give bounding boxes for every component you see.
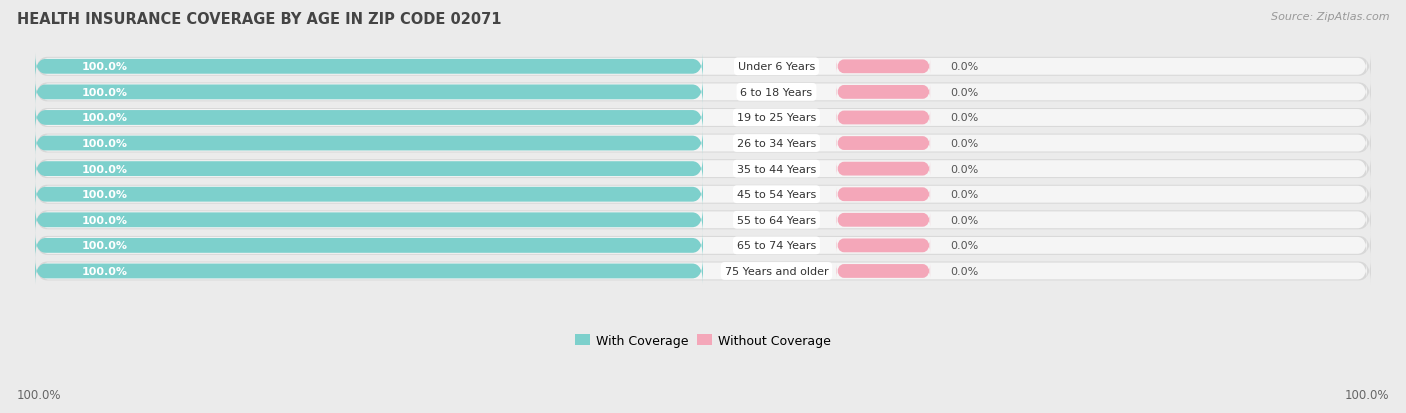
FancyBboxPatch shape bbox=[39, 134, 1367, 153]
Text: 100.0%: 100.0% bbox=[82, 88, 128, 97]
Text: Source: ZipAtlas.com: Source: ZipAtlas.com bbox=[1271, 12, 1389, 22]
FancyBboxPatch shape bbox=[35, 130, 1371, 157]
FancyBboxPatch shape bbox=[39, 185, 1367, 204]
FancyBboxPatch shape bbox=[35, 233, 703, 259]
Text: 35 to 44 Years: 35 to 44 Years bbox=[737, 164, 815, 174]
FancyBboxPatch shape bbox=[39, 262, 1367, 281]
FancyBboxPatch shape bbox=[35, 131, 703, 157]
Text: 19 to 25 Years: 19 to 25 Years bbox=[737, 113, 815, 123]
Text: 0.0%: 0.0% bbox=[950, 88, 979, 97]
Text: 0.0%: 0.0% bbox=[950, 164, 979, 174]
Text: 26 to 34 Years: 26 to 34 Years bbox=[737, 139, 815, 149]
FancyBboxPatch shape bbox=[837, 60, 931, 74]
Text: 0.0%: 0.0% bbox=[950, 215, 979, 225]
FancyBboxPatch shape bbox=[35, 207, 703, 233]
Text: 0.0%: 0.0% bbox=[950, 190, 979, 200]
Text: 0.0%: 0.0% bbox=[950, 139, 979, 149]
FancyBboxPatch shape bbox=[837, 239, 931, 253]
Text: 0.0%: 0.0% bbox=[950, 241, 979, 251]
Text: 100.0%: 100.0% bbox=[1344, 388, 1389, 401]
FancyBboxPatch shape bbox=[35, 80, 703, 106]
FancyBboxPatch shape bbox=[837, 137, 931, 151]
FancyBboxPatch shape bbox=[837, 162, 931, 176]
FancyBboxPatch shape bbox=[35, 232, 1371, 259]
FancyBboxPatch shape bbox=[35, 156, 1371, 183]
FancyBboxPatch shape bbox=[39, 109, 1367, 128]
FancyBboxPatch shape bbox=[35, 105, 703, 131]
Text: 55 to 64 Years: 55 to 64 Years bbox=[737, 215, 815, 225]
FancyBboxPatch shape bbox=[35, 258, 703, 284]
FancyBboxPatch shape bbox=[837, 111, 931, 125]
Text: 0.0%: 0.0% bbox=[950, 62, 979, 72]
Text: 100.0%: 100.0% bbox=[17, 388, 62, 401]
FancyBboxPatch shape bbox=[35, 156, 703, 182]
FancyBboxPatch shape bbox=[35, 54, 1371, 81]
Text: 100.0%: 100.0% bbox=[82, 266, 128, 276]
FancyBboxPatch shape bbox=[35, 181, 1371, 208]
Text: 100.0%: 100.0% bbox=[82, 164, 128, 174]
Text: HEALTH INSURANCE COVERAGE BY AGE IN ZIP CODE 02071: HEALTH INSURANCE COVERAGE BY AGE IN ZIP … bbox=[17, 12, 502, 27]
FancyBboxPatch shape bbox=[837, 188, 931, 202]
Text: 100.0%: 100.0% bbox=[82, 215, 128, 225]
Text: 45 to 54 Years: 45 to 54 Years bbox=[737, 190, 815, 200]
Text: 100.0%: 100.0% bbox=[82, 113, 128, 123]
FancyBboxPatch shape bbox=[837, 264, 931, 278]
Text: 100.0%: 100.0% bbox=[82, 241, 128, 251]
Text: 0.0%: 0.0% bbox=[950, 266, 979, 276]
Text: 6 to 18 Years: 6 to 18 Years bbox=[741, 88, 813, 97]
FancyBboxPatch shape bbox=[39, 160, 1367, 179]
Text: 100.0%: 100.0% bbox=[82, 62, 128, 72]
Legend: With Coverage, Without Coverage: With Coverage, Without Coverage bbox=[569, 329, 837, 352]
Text: 100.0%: 100.0% bbox=[82, 190, 128, 200]
FancyBboxPatch shape bbox=[39, 58, 1367, 76]
FancyBboxPatch shape bbox=[35, 182, 703, 208]
Text: 0.0%: 0.0% bbox=[950, 113, 979, 123]
Text: 65 to 74 Years: 65 to 74 Years bbox=[737, 241, 815, 251]
Text: 75 Years and older: 75 Years and older bbox=[724, 266, 828, 276]
Text: 100.0%: 100.0% bbox=[82, 139, 128, 149]
FancyBboxPatch shape bbox=[39, 83, 1367, 102]
FancyBboxPatch shape bbox=[39, 211, 1367, 230]
FancyBboxPatch shape bbox=[837, 85, 931, 100]
FancyBboxPatch shape bbox=[35, 54, 703, 80]
FancyBboxPatch shape bbox=[35, 79, 1371, 106]
FancyBboxPatch shape bbox=[35, 258, 1371, 285]
FancyBboxPatch shape bbox=[35, 207, 1371, 234]
FancyBboxPatch shape bbox=[837, 213, 931, 228]
Text: Under 6 Years: Under 6 Years bbox=[738, 62, 815, 72]
FancyBboxPatch shape bbox=[35, 104, 1371, 132]
FancyBboxPatch shape bbox=[39, 236, 1367, 255]
